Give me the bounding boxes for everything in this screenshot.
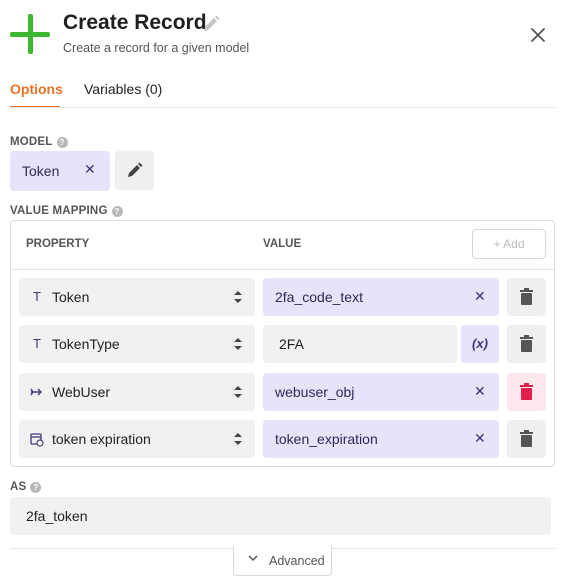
tab-options[interactable]: Options [10, 81, 63, 108]
panel-divider [11, 269, 554, 270]
text-type-icon: T [33, 336, 41, 351]
help-icon[interactable]: ? [56, 137, 68, 148]
chevron-down-icon [248, 555, 258, 562]
delete-row-button[interactable] [507, 278, 546, 316]
as-label: AS [10, 481, 27, 493]
edit-title-icon[interactable] [201, 14, 221, 34]
sort-arrows-icon [234, 433, 242, 445]
advanced-toggle-button[interactable]: Advanced [233, 546, 332, 576]
sort-arrows-icon [234, 386, 242, 398]
close-icon[interactable] [527, 24, 549, 46]
model-section-label: MODEL? [10, 136, 68, 148]
tab-options-label: Options [10, 81, 63, 97]
clear-model-icon[interactable]: ✕ [84, 161, 96, 177]
value-field[interactable]: 2fa_code_text ✕ [263, 278, 499, 316]
value-field[interactable]: token_expiration ✕ [263, 420, 499, 458]
property-select[interactable]: T TokenType [19, 325, 255, 363]
delete-row-button[interactable] [507, 420, 546, 458]
value-field[interactable]: 2FA [263, 325, 457, 363]
property-name: WebUser [52, 384, 111, 400]
advanced-label: Advanced [269, 554, 325, 568]
property-column-header: PROPERTY [26, 238, 90, 250]
page-subtitle: Create a record for a given model [63, 41, 250, 55]
add-mapping-button[interactable]: + Add [472, 229, 546, 259]
property-name: token expiration [52, 431, 151, 447]
property-name: TokenType [52, 336, 120, 352]
pencil-icon [128, 162, 143, 177]
property-select[interactable]: token expiration [19, 420, 255, 458]
as-value: 2fa_token [26, 508, 88, 524]
clear-value-icon[interactable]: ✕ [474, 288, 486, 304]
edit-model-button[interactable] [115, 151, 154, 190]
datetime-icon [29, 430, 45, 448]
tabs-divider [10, 107, 555, 108]
sort-arrows-icon [234, 291, 242, 303]
variable-toggle-button[interactable]: (x) [461, 325, 499, 363]
clear-value-icon[interactable]: ✕ [474, 383, 486, 399]
value-mapping-label: VALUE MAPPING [10, 205, 108, 217]
value-text: token_expiration [275, 431, 378, 447]
page-title: Create Record [63, 11, 207, 34]
property-name: Token [52, 289, 90, 305]
model-chip[interactable]: Token ✕ [10, 151, 110, 191]
value-mapping-panel [10, 220, 555, 467]
as-section-label: AS? [10, 481, 42, 493]
value-text: 2FA [279, 336, 304, 352]
relation-icon [29, 383, 45, 401]
clear-value-icon[interactable]: ✕ [474, 430, 486, 446]
model-value: Token [22, 163, 60, 179]
help-icon[interactable]: ? [30, 482, 42, 493]
trash-icon [520, 430, 533, 447]
help-icon[interactable]: ? [111, 206, 123, 217]
create-record-icon [10, 14, 50, 54]
delete-row-button[interactable] [507, 325, 546, 363]
value-mapping-section-label: VALUE MAPPING? [10, 205, 123, 217]
trash-icon [520, 383, 533, 400]
as-input[interactable]: 2fa_token [10, 497, 551, 535]
property-select[interactable]: WebUser [19, 373, 255, 411]
model-label: MODEL [10, 136, 53, 148]
sort-arrows-icon [234, 338, 242, 350]
value-text: 2fa_code_text [275, 289, 363, 305]
tab-variables[interactable]: Variables (0) [84, 81, 162, 97]
text-type-icon: T [33, 289, 41, 304]
tab-variables-label: Variables (0) [84, 81, 163, 97]
property-select[interactable]: T Token [19, 278, 255, 316]
value-column-header: VALUE [263, 238, 302, 250]
value-field[interactable]: webuser_obj ✕ [263, 373, 499, 411]
delete-row-button[interactable] [507, 373, 546, 411]
trash-icon [520, 335, 533, 352]
trash-icon [520, 288, 533, 305]
value-text: webuser_obj [275, 384, 355, 400]
